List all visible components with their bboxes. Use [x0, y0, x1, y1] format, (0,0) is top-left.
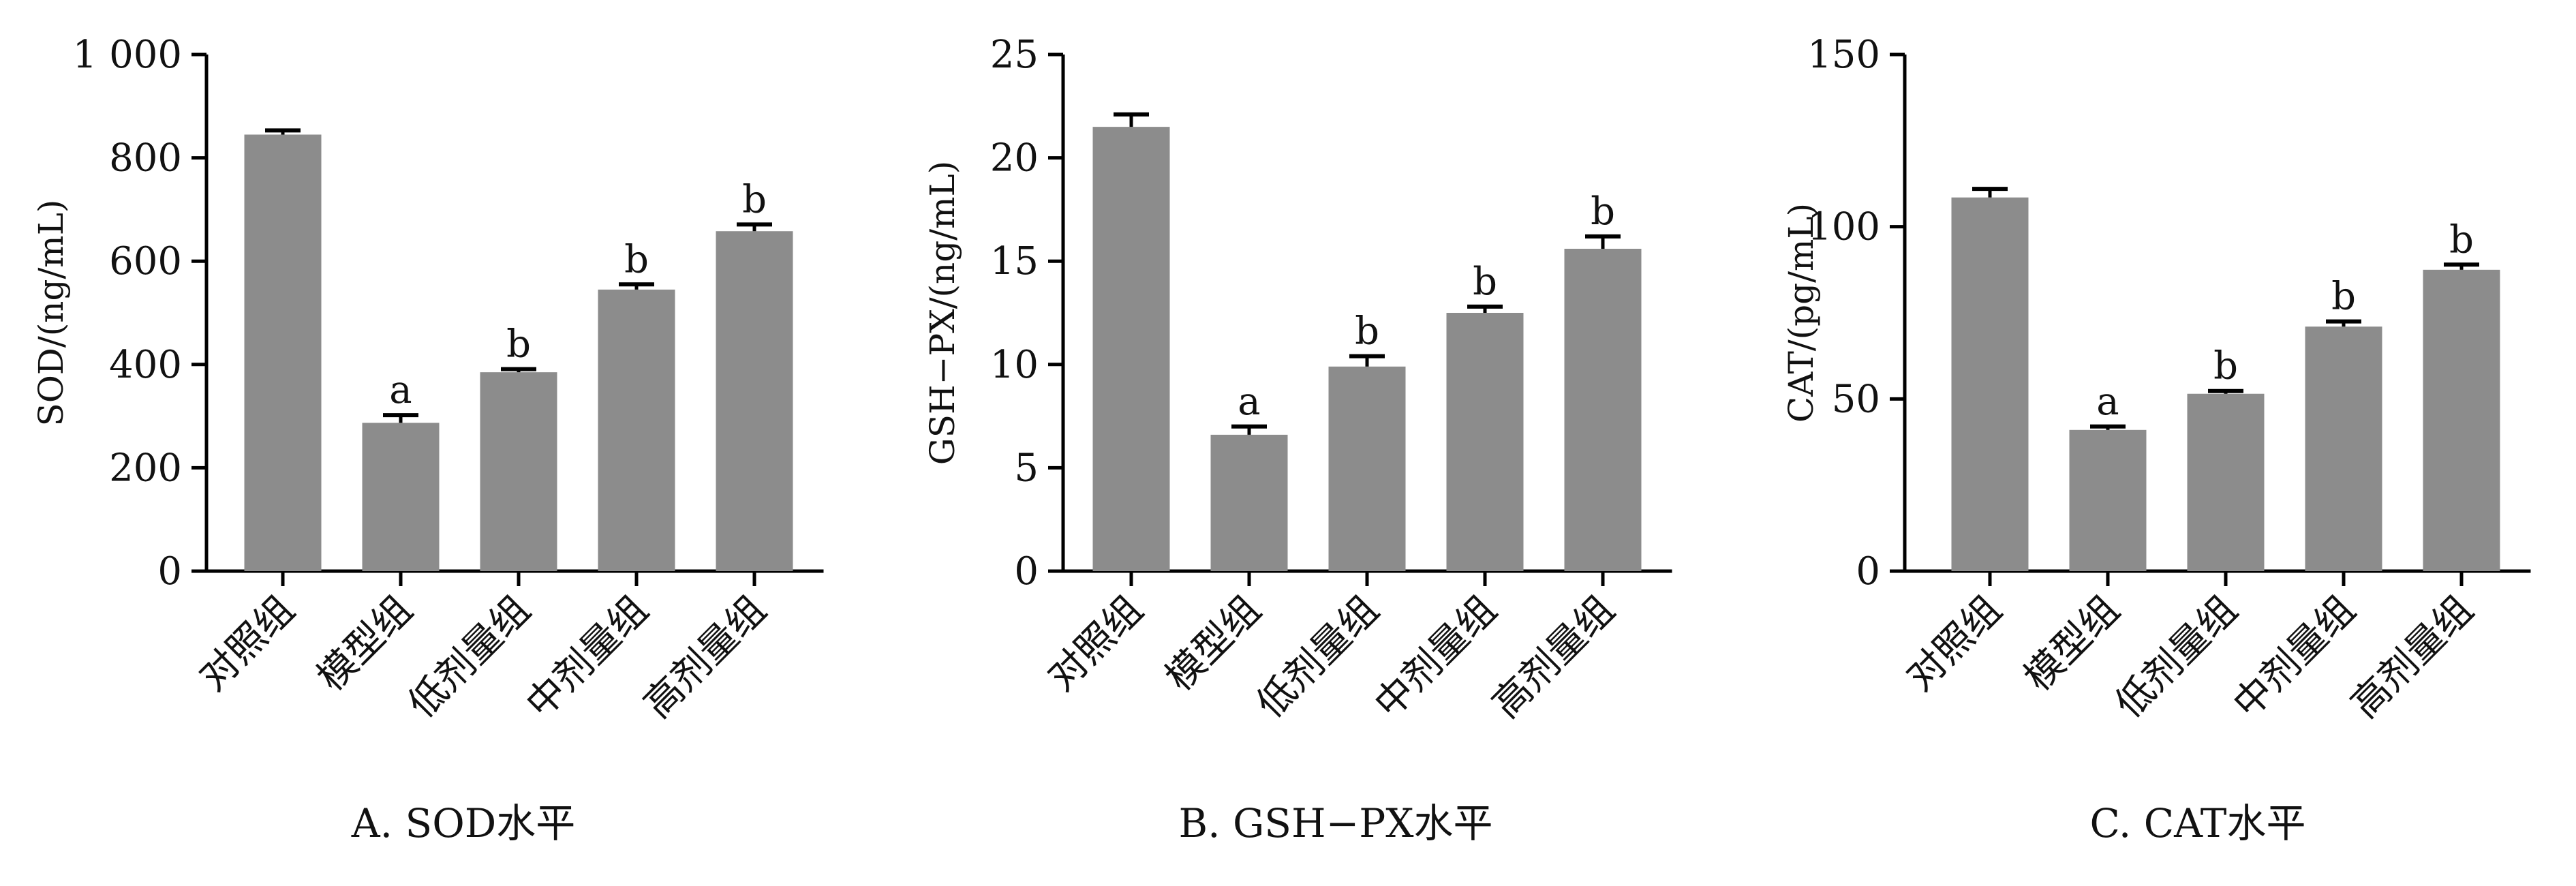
y-tick-label: 0	[1014, 549, 1039, 594]
significance-label: b	[506, 322, 531, 367]
panel-caption: C. CAT水平	[2090, 800, 2306, 846]
bar	[2069, 429, 2147, 571]
y-tick-label: 20	[990, 136, 1039, 181]
x-tick-label: 低剂量组	[400, 587, 539, 727]
significance-label: b	[742, 177, 767, 222]
x-tick-label: 中剂量组	[518, 587, 657, 727]
panel-caption: A. SOD水平	[351, 800, 576, 846]
bar	[2187, 393, 2265, 571]
significance-label: b	[1473, 260, 1497, 304]
x-tick-label: 模型组	[1157, 587, 1270, 700]
bar	[1328, 366, 1406, 571]
significance-label: a	[1238, 380, 1260, 424]
y-tick-label: 1 000	[73, 33, 182, 77]
x-tick-label: 高剂量组	[636, 587, 775, 727]
y-axis-label: SOD/(ng/mL)	[31, 200, 71, 427]
x-tick-label: 对照组	[1039, 587, 1152, 700]
bar	[1446, 313, 1524, 571]
y-tick-label: 100	[1807, 205, 1880, 249]
x-tick-label: 中剂量组	[2225, 587, 2364, 727]
x-tick-label: 高剂量组	[2343, 587, 2482, 727]
bar	[2305, 326, 2382, 571]
y-tick-label: 0	[1856, 549, 1880, 594]
y-tick-label: 25	[990, 33, 1039, 77]
bar	[362, 423, 440, 571]
y-tick-label: 200	[109, 446, 182, 490]
significance-label: b	[2449, 217, 2474, 262]
y-tick-label: 400	[109, 343, 182, 387]
y-tick-label: 800	[109, 136, 182, 181]
bar	[480, 372, 557, 571]
significance-label: b	[1355, 309, 1379, 354]
panel-caption: B. GSH−PX水平	[1178, 800, 1492, 846]
significance-label: b	[2213, 344, 2238, 388]
y-axis-label: GSH−PX/(ng/mL)	[923, 161, 962, 465]
y-tick-label: 10	[990, 343, 1039, 387]
x-tick-label: 模型组	[309, 587, 421, 700]
y-tick-label: 150	[1807, 33, 1880, 77]
x-tick-label: 对照组	[1898, 587, 2010, 700]
y-tick-label: 0	[157, 549, 182, 594]
x-tick-label: 低剂量组	[1248, 587, 1387, 727]
bar	[1092, 127, 1170, 571]
bar	[716, 231, 793, 571]
significance-label: a	[2096, 380, 2119, 424]
bar	[598, 289, 675, 571]
bar	[1210, 434, 1288, 571]
x-tick-label: 模型组	[2016, 587, 2128, 700]
significance-label: a	[389, 368, 412, 412]
bar	[244, 134, 322, 572]
significance-label: b	[2331, 275, 2356, 319]
y-tick-label: 5	[1014, 446, 1039, 490]
significance-label: b	[624, 237, 649, 281]
y-tick-label: 50	[1832, 377, 1880, 421]
y-tick-label: 15	[990, 239, 1039, 284]
x-tick-label: 对照组	[191, 587, 303, 700]
x-tick-label: 中剂量组	[1366, 587, 1505, 727]
bar	[1564, 249, 1642, 571]
x-tick-label: 低剂量组	[2107, 587, 2246, 727]
significance-label: b	[1591, 189, 1615, 234]
bar	[1951, 197, 2029, 571]
x-tick-label: 高剂量组	[1484, 587, 1623, 727]
y-tick-label: 600	[109, 239, 182, 284]
bar	[2423, 269, 2500, 571]
y-axis-label: CAT/(pg/mL)	[1781, 203, 1821, 423]
